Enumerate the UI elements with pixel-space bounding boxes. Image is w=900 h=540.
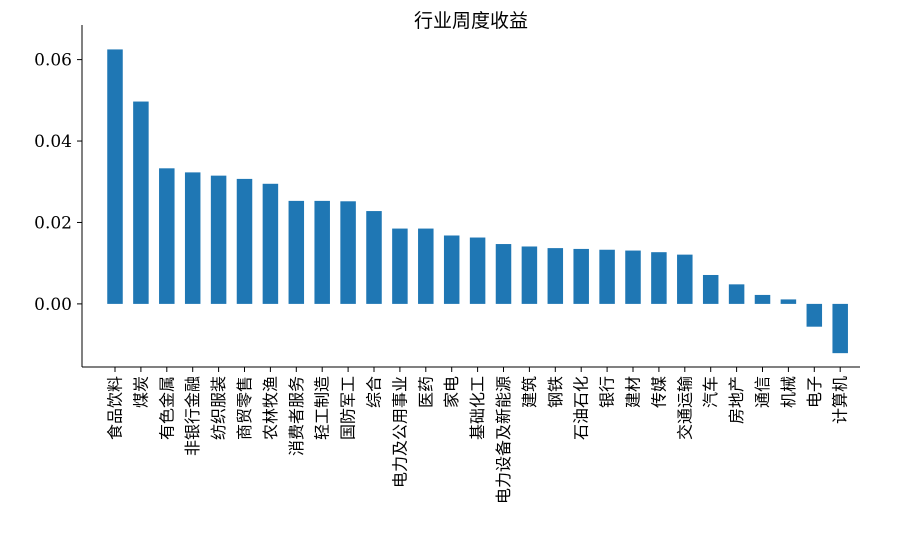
bar-28 bbox=[832, 303, 848, 354]
x-tick-label: 电力及公用事业 bbox=[390, 376, 409, 488]
y-tick-label: 0.04 bbox=[34, 132, 72, 152]
x-tick-label: 钢铁 bbox=[546, 376, 565, 408]
x-tick-label: 综合 bbox=[365, 376, 384, 408]
bar-16 bbox=[521, 246, 538, 304]
bar-6 bbox=[262, 183, 279, 304]
bar-20 bbox=[625, 250, 641, 304]
x-tick-label: 基础化工 bbox=[468, 376, 487, 440]
bar-22 bbox=[677, 254, 693, 304]
bar-23 bbox=[702, 274, 719, 304]
x-tick-label: 石油石化 bbox=[572, 376, 591, 440]
bar-15 bbox=[495, 244, 512, 304]
chart-title: 行业周度收益 bbox=[414, 10, 528, 32]
bar-11 bbox=[392, 228, 408, 304]
bar-9 bbox=[340, 201, 356, 304]
bar-4 bbox=[210, 175, 227, 304]
x-tick-label: 交通运输 bbox=[675, 376, 694, 440]
x-tick-label: 汽车 bbox=[701, 376, 720, 408]
bar-17 bbox=[547, 248, 564, 304]
bar-18 bbox=[573, 248, 589, 304]
x-tick-label: 农林牧渔 bbox=[261, 376, 280, 440]
bar-13 bbox=[443, 235, 460, 304]
x-tick-label: 机械 bbox=[779, 376, 798, 408]
bar-24 bbox=[728, 284, 745, 304]
bar-26 bbox=[780, 299, 797, 304]
x-tick-label: 传媒 bbox=[649, 376, 668, 408]
bar-8 bbox=[314, 200, 330, 304]
x-tick-label: 计算机 bbox=[831, 376, 850, 424]
x-tick-label: 非银行金融 bbox=[183, 376, 202, 456]
bar-3 bbox=[184, 172, 201, 304]
x-tick-label: 轻工制造 bbox=[313, 376, 332, 440]
bar-19 bbox=[599, 249, 615, 304]
bar-7 bbox=[288, 200, 305, 304]
y-tick-label: 0.06 bbox=[34, 51, 72, 71]
x-tick-label: 建筑 bbox=[520, 376, 539, 408]
bar-2 bbox=[159, 168, 175, 304]
x-tick-label: 有色金属 bbox=[157, 376, 176, 440]
x-tick-label: 医药 bbox=[416, 376, 435, 408]
x-tick-label: 通信 bbox=[753, 376, 772, 408]
bar-27 bbox=[806, 303, 823, 327]
bar-10 bbox=[366, 211, 382, 304]
bar-21 bbox=[651, 252, 667, 304]
y-tick-label: 0.00 bbox=[34, 295, 72, 315]
bar-0 bbox=[107, 49, 123, 304]
bar-12 bbox=[418, 228, 434, 304]
bars-group bbox=[107, 49, 848, 354]
x-tick-label: 电子 bbox=[805, 376, 824, 408]
x-tick-label: 建材 bbox=[624, 376, 643, 408]
x-tick-label: 食品饮料 bbox=[106, 376, 125, 440]
x-tick-label: 房地产 bbox=[727, 376, 746, 424]
x-tick-label: 家电 bbox=[442, 376, 461, 408]
y-tick-label: 0.02 bbox=[34, 213, 72, 233]
bar-1 bbox=[133, 101, 149, 304]
bar-25 bbox=[754, 294, 771, 304]
x-tick-label: 银行 bbox=[598, 376, 617, 408]
x-tick-label: 商贸零售 bbox=[235, 376, 254, 440]
x-tick-label: 消费者服务 bbox=[287, 376, 306, 456]
x-tick-label: 纺织服装 bbox=[209, 376, 228, 440]
bar-14 bbox=[469, 237, 486, 304]
x-axis-ticks: 食品饮料 煤炭 有色金属 非银行金融 纺织服装 商贸零售 农林牧渔 消费者服务 轻工制造 国防军工… bbox=[106, 367, 850, 504]
x-tick-label: 国防军工 bbox=[339, 376, 358, 440]
bar-5 bbox=[236, 178, 253, 304]
y-axis-ticks: 0.00 0.02 0.04 0.06 bbox=[34, 51, 82, 315]
x-tick-label: 电力设备及新能源 bbox=[494, 376, 513, 504]
x-tick-label: 煤炭 bbox=[131, 376, 150, 408]
